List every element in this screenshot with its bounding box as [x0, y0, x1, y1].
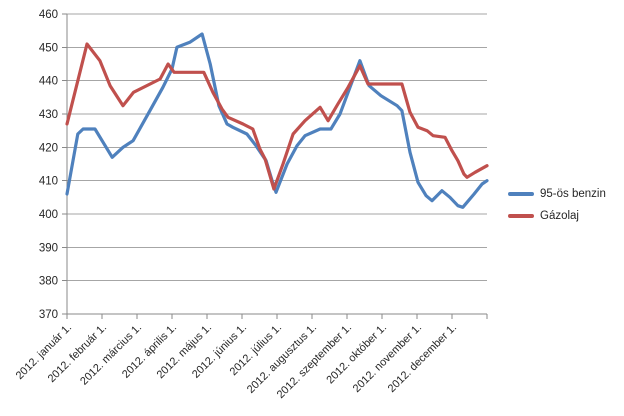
x-axis-label: 2012. március 1.	[78, 322, 144, 388]
x-axis-label: 2012. október 1.	[324, 322, 389, 387]
y-axis-label: 410	[39, 176, 58, 188]
y-axis-label: 440	[39, 76, 58, 88]
legend: 95-ös benzin Gázolaj	[508, 188, 606, 222]
x-axis-label: 2012. december 1.	[386, 322, 459, 395]
y-axis-label: 380	[39, 276, 58, 288]
series-line-benzin	[65, 32, 489, 209]
y-axis-label: 390	[39, 242, 58, 254]
y-axis-label: 370	[39, 309, 58, 321]
y-axis-label: 420	[39, 142, 58, 154]
gazolaj-line-swatch-icon	[508, 214, 534, 218]
legend-label-benzin: 95-ös benzin	[540, 188, 606, 200]
legend-item-gazolaj: Gázolaj	[508, 210, 606, 222]
y-axis-label: 460	[39, 9, 58, 21]
y-axis-label: 400	[39, 209, 58, 221]
series-line-gazolaj	[65, 42, 489, 191]
benzin-line-swatch-icon	[508, 192, 534, 196]
y-axis-label: 450	[39, 42, 58, 54]
y-axis-label: 430	[39, 109, 58, 121]
legend-item-benzin: 95-ös benzin	[508, 188, 606, 200]
legend-label-gazolaj: Gázolaj	[540, 210, 579, 222]
